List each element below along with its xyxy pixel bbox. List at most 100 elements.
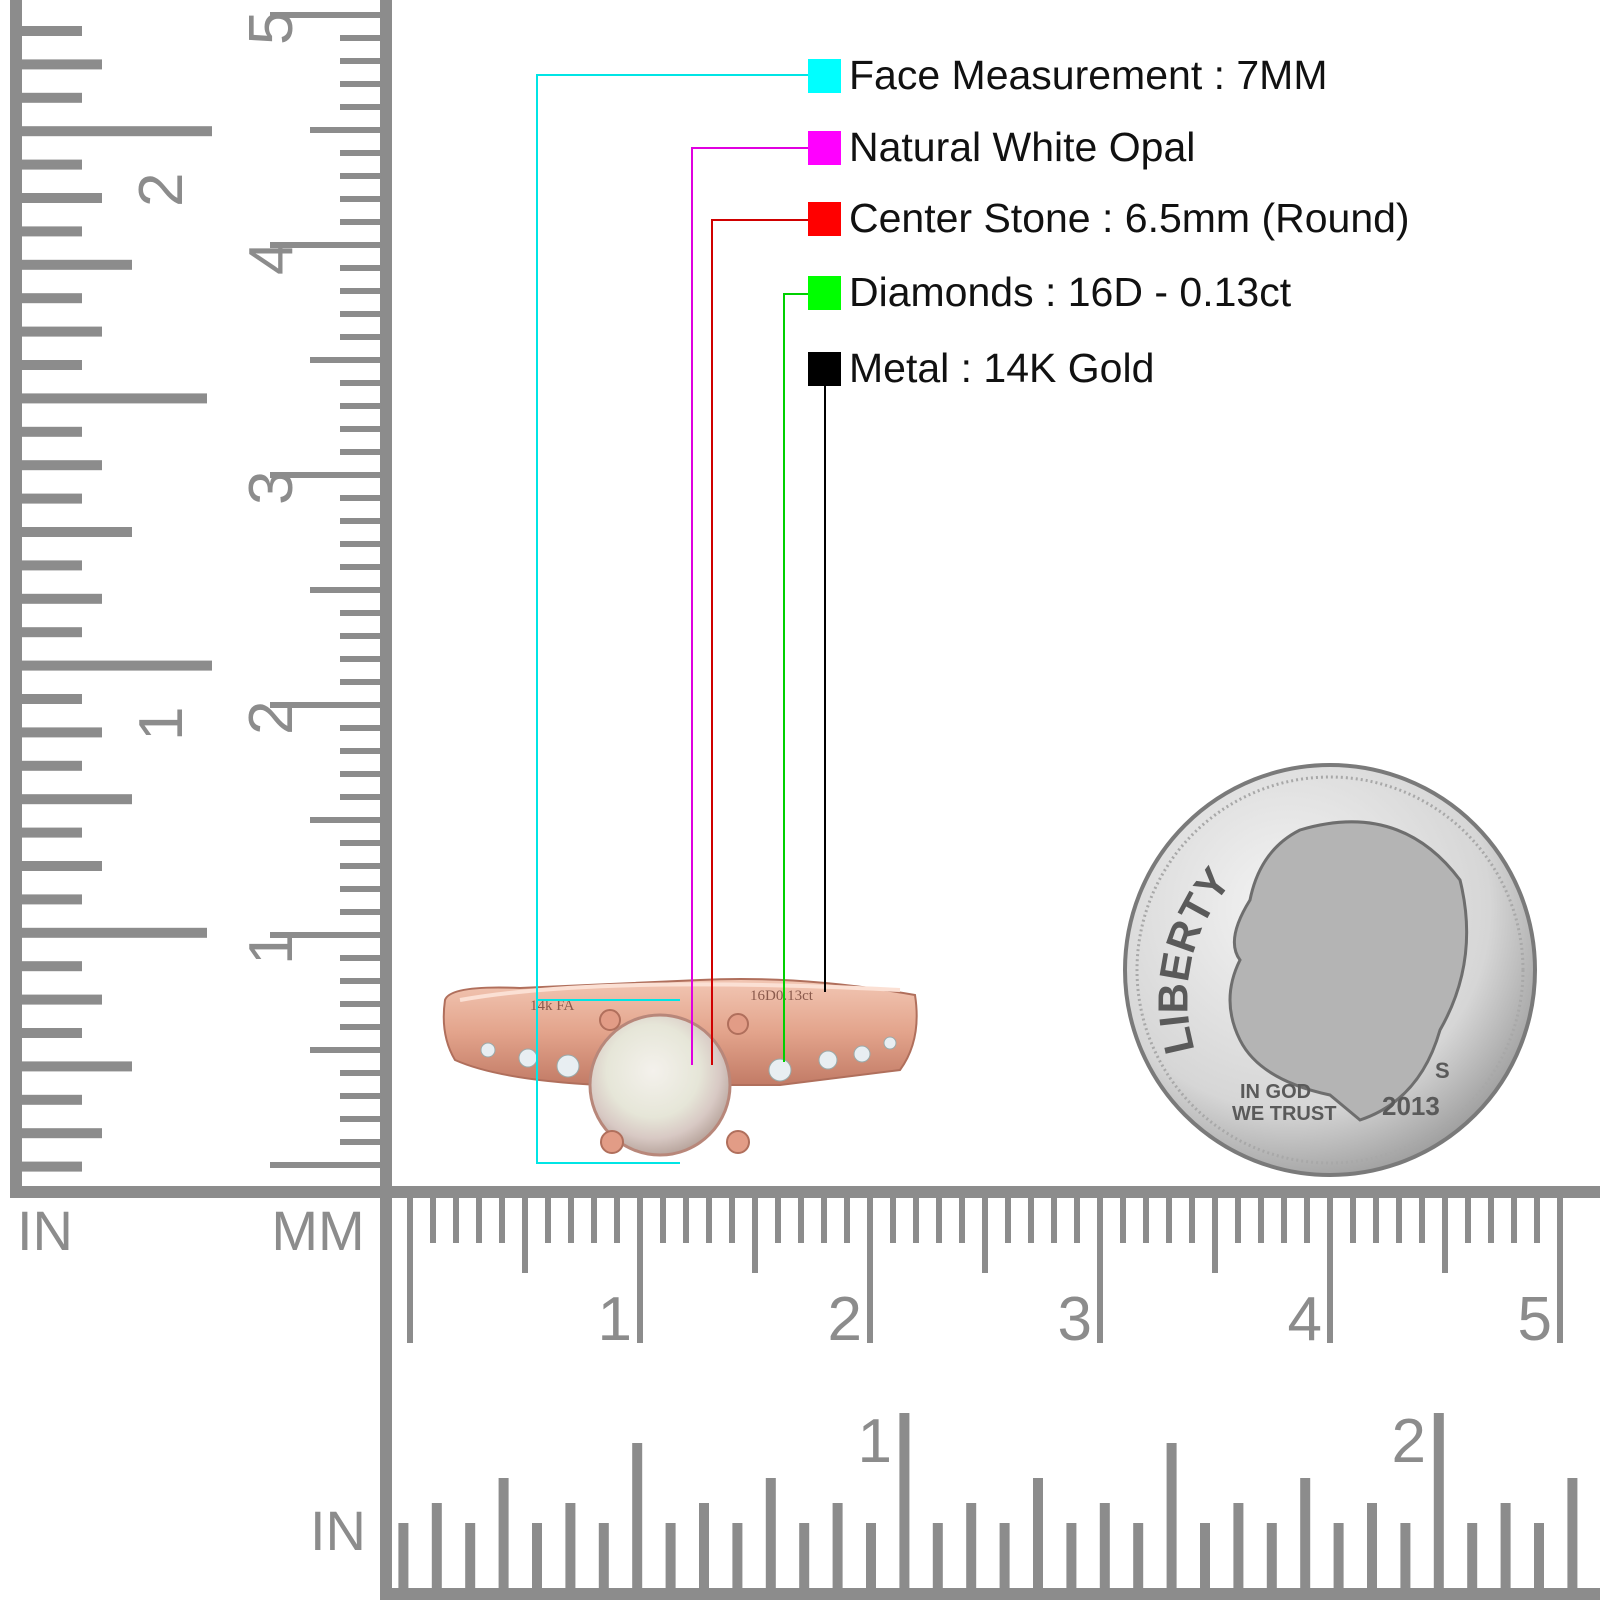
tick [1212, 1198, 1218, 1273]
tick [890, 1198, 896, 1243]
tick [1333, 1523, 1344, 1588]
tick [407, 1198, 413, 1343]
tick [310, 587, 380, 593]
ruler-label: 4 [237, 241, 306, 275]
tick [340, 150, 380, 156]
tick [340, 173, 380, 179]
tick [1033, 1478, 1043, 1588]
tick [22, 1061, 132, 1072]
legend-label: Center Stone : 6.5mm (Round) [849, 195, 1410, 241]
tick [1465, 1198, 1471, 1243]
tick [959, 1198, 965, 1243]
tick [465, 1523, 476, 1588]
tick [340, 840, 380, 846]
leader-lines [536, 74, 826, 1164]
tick [1534, 1198, 1540, 1243]
legend-label: Face Measurement : 7MM [849, 52, 1328, 98]
tick [340, 564, 380, 570]
tick [22, 660, 212, 671]
tick [340, 403, 380, 409]
tick [1200, 1523, 1210, 1588]
ruler-edge [10, 1186, 1600, 1198]
legend-swatch [808, 276, 841, 310]
leader-line [711, 219, 808, 1065]
opal-stone [588, 1013, 732, 1157]
ruler-edge [380, 1588, 1600, 1600]
tick [310, 1047, 380, 1053]
tick [1419, 1198, 1425, 1243]
tick [1300, 1478, 1311, 1588]
tick [1281, 1198, 1287, 1243]
tick [22, 861, 102, 871]
unit-label: IN [310, 1499, 366, 1562]
tick [340, 978, 380, 984]
tick [22, 593, 102, 604]
tick [398, 1523, 409, 1588]
tick [775, 1198, 781, 1243]
tick [270, 472, 380, 478]
tick [22, 259, 132, 270]
legend-label: Metal : 14K Gold [849, 345, 1154, 391]
tick [699, 1503, 709, 1588]
engraving: 16D0.13ct [750, 988, 814, 1004]
coin-rim [1135, 775, 1525, 1165]
tick [1557, 1198, 1563, 1343]
tick [340, 1093, 380, 1099]
tick [765, 1478, 776, 1588]
tick [545, 1198, 551, 1243]
tick [22, 961, 82, 972]
legend-swatch [808, 352, 841, 386]
ruler-label: 1 [127, 707, 196, 741]
tick [340, 81, 380, 87]
tick [340, 633, 380, 639]
ruler-label: 2 [127, 173, 196, 207]
tick [340, 725, 380, 731]
tick [867, 1198, 873, 1343]
ruler-label: 2 [237, 701, 306, 735]
tick [340, 1139, 380, 1145]
tick [632, 1443, 643, 1588]
ruler-label: 4 [1288, 1285, 1322, 1354]
tick [1396, 1198, 1402, 1243]
tick [340, 35, 380, 41]
tick [844, 1198, 850, 1243]
tick [1066, 1523, 1077, 1588]
tick [22, 894, 82, 905]
tick [340, 426, 380, 432]
coin-text: 2013 [1382, 1091, 1440, 1121]
tick [340, 495, 380, 501]
tick [22, 293, 82, 304]
tick [1567, 1478, 1578, 1588]
tick [340, 794, 380, 800]
tick [1373, 1198, 1379, 1243]
tick [340, 955, 380, 961]
legend-swatch [808, 202, 841, 236]
ruler-label: 1 [858, 1407, 892, 1476]
tick [22, 694, 82, 704]
tick [614, 1198, 620, 1243]
tick [522, 1198, 528, 1273]
tick [22, 727, 102, 738]
tick [598, 1523, 609, 1588]
tick [798, 1198, 804, 1243]
tick [22, 360, 82, 370]
tick [1189, 1198, 1195, 1243]
tick [340, 311, 380, 317]
ruler-edge [380, 0, 392, 1600]
tick [22, 827, 82, 838]
tick [22, 59, 102, 70]
tick [899, 1413, 910, 1588]
tick [340, 518, 380, 524]
tick [270, 932, 380, 938]
tick [22, 627, 82, 638]
coin-text: IN GOD [1240, 1081, 1311, 1103]
leader-line [536, 74, 808, 1164]
tick [683, 1198, 689, 1243]
tick [1367, 1503, 1377, 1588]
tick [22, 527, 132, 537]
tick [936, 1198, 942, 1243]
tick [732, 1523, 743, 1588]
tick [22, 927, 207, 938]
legend-swatch [808, 59, 841, 93]
tick [999, 1523, 1010, 1588]
